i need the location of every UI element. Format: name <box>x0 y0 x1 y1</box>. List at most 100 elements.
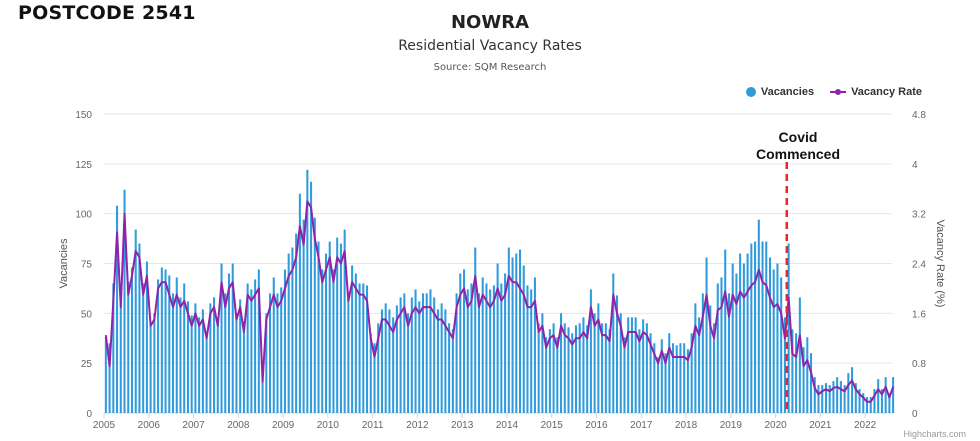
x-tick-label: 2013 <box>451 420 474 431</box>
legend-item-vacancy-rate[interactable]: Vacancy Rate <box>830 86 922 98</box>
legend-dot-icon <box>745 87 756 97</box>
x-tick-label: 2009 <box>272 420 295 431</box>
vacancy-bar <box>239 299 242 413</box>
x-tick-label: 2015 <box>541 420 564 431</box>
vacancy-bar <box>623 337 626 413</box>
vacancy-bar <box>108 343 111 413</box>
vacancy-bar <box>597 303 600 413</box>
vacancy-bar <box>813 377 816 413</box>
covid-annotation: Covid Commenced <box>748 129 848 163</box>
vacancy-bar <box>787 243 790 413</box>
vacancy-bar <box>283 269 286 413</box>
vacancy-bar <box>660 339 663 413</box>
vacancy-bar <box>269 293 272 413</box>
vacancy-bar <box>713 323 716 413</box>
vacancy-bar <box>582 317 585 413</box>
vacancy-bar <box>709 305 712 413</box>
vacancy-bar <box>295 233 298 413</box>
vacancy-bar <box>560 313 563 413</box>
vacancy-bar <box>795 333 798 413</box>
vacancy-bar <box>358 283 361 413</box>
vacancy-bar <box>810 353 813 413</box>
vacancy-bar <box>280 287 283 413</box>
vacancy-bar <box>567 327 570 413</box>
vacancy-bar <box>261 373 264 413</box>
vacancy-bar <box>332 269 335 413</box>
vacancy-bar <box>347 293 350 413</box>
vacancy-bar <box>843 385 846 413</box>
vacancy-bar <box>313 217 316 413</box>
vacancy-bar <box>552 323 555 413</box>
vacancy-bar <box>388 309 391 413</box>
vacancy-bar <box>287 253 290 413</box>
vacancy-bar <box>679 343 682 413</box>
x-tick-label: 2011 <box>362 420 384 431</box>
axes: 0 0 25 0.8 50 1.6 75 2.4 100 3.2 125 4 150 4.8 2005 200… <box>58 110 946 431</box>
vacancy-bar <box>369 333 372 413</box>
vacancy-bar <box>448 323 451 413</box>
vacancy-rate-series-line <box>104 200 895 403</box>
vacancy-bar <box>302 219 305 413</box>
vacancy-bar <box>246 283 249 413</box>
vacancy-bar <box>160 267 163 413</box>
vacancy-bar <box>354 273 357 413</box>
vacancy-bar <box>851 367 854 413</box>
vacancy-bar <box>377 323 380 413</box>
highcharts-credits[interactable]: Highcharts.com <box>903 429 966 439</box>
vacancy-bar <box>798 297 801 413</box>
y-tick-label: 150 <box>75 110 92 121</box>
vacancy-bar <box>839 381 842 413</box>
vacancy-bar <box>216 317 219 413</box>
vacancy-bar <box>645 323 648 413</box>
vacancy-bar <box>731 263 734 413</box>
x-tick-label: 2021 <box>809 420 832 431</box>
vacancy-bar <box>306 169 309 413</box>
covid-annotation-line1: Covid <box>778 129 818 145</box>
vacancy-bar <box>664 353 667 413</box>
vacancy-bar <box>149 323 152 413</box>
vacancy-bar <box>351 265 354 413</box>
vacancy-bar <box>533 277 536 413</box>
legend-label-vacancy-rate: Vacancy Rate <box>851 86 922 98</box>
vacancy-bar <box>164 269 167 413</box>
covid-annotation-line2: Commenced <box>755 146 841 162</box>
vacancy-bar <box>104 337 107 413</box>
vacancy-bar <box>310 181 313 413</box>
vacancy-bar <box>127 281 130 413</box>
vacancy-bar <box>701 293 704 413</box>
chart-title: NOWRA <box>450 12 529 33</box>
vacancy-bar <box>254 279 257 413</box>
vacancy-bar <box>157 279 160 413</box>
vacancy-bar <box>690 333 693 413</box>
vacancy-bar <box>418 301 421 413</box>
vacancy-bar <box>683 343 686 413</box>
legend-label-vacancies: Vacancies <box>760 86 815 98</box>
vacancy-bar <box>757 219 760 413</box>
vacancy-bar <box>410 297 413 413</box>
vacancy-bar <box>705 257 708 413</box>
y-tick-label: 125 <box>75 160 92 171</box>
vacancy-bar <box>433 297 436 413</box>
vacancy-bar <box>496 263 499 413</box>
y-tick-label: 50 <box>81 309 93 320</box>
vacancy-bar <box>220 263 223 413</box>
vacancy-bar <box>209 303 212 413</box>
vacancy-bar <box>694 303 697 413</box>
vacancy-bar <box>392 317 395 413</box>
x-tick-label: 2014 <box>496 420 519 431</box>
x-tick-label: 2012 <box>406 420 429 431</box>
vacancy-bar <box>828 385 831 413</box>
vacancy-bar <box>612 273 615 413</box>
vacancy-bar <box>194 303 197 413</box>
vacancy-bar <box>205 331 208 413</box>
vacancy-bar <box>421 293 425 413</box>
legend-item-vacancies[interactable]: Vacancies <box>745 86 815 98</box>
vacancy-bar <box>242 321 245 413</box>
x-tick-label: 2010 <box>317 420 340 431</box>
vacancy-bar <box>556 337 559 413</box>
vacancy-bar <box>638 329 641 413</box>
vacancy-bar <box>291 247 294 413</box>
x-tick-label: 2006 <box>138 420 161 431</box>
vacancy-bar <box>772 269 775 413</box>
